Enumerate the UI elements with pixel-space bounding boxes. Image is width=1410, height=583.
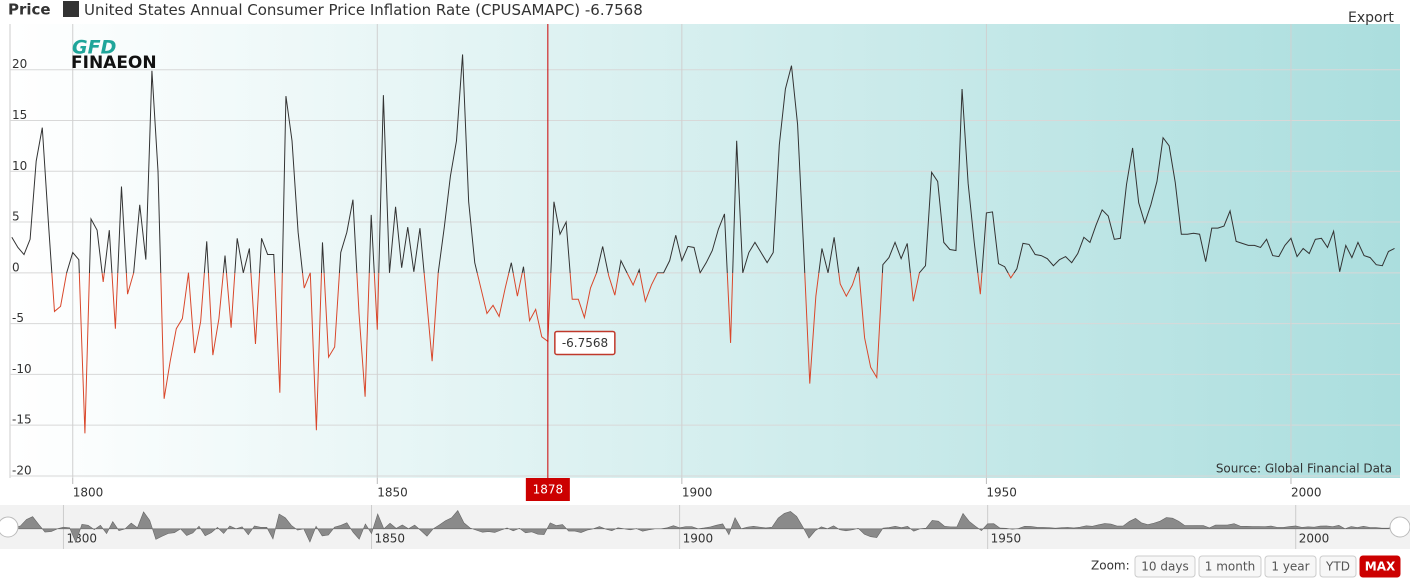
x-tick-label: 1800: [73, 486, 104, 500]
current-value: -6.7568: [585, 1, 643, 19]
navigator-tick-label: 1850: [375, 532, 406, 546]
y-tick-label: -10: [12, 362, 32, 376]
y-tick-label: 0: [12, 260, 20, 274]
zoom-button-label[interactable]: YTD: [1325, 560, 1350, 574]
grid: -20 -15 -10 -5 0 5 10 15 20 1800 1800 1850 1850 1900 1…: [10, 24, 1400, 549]
navigator-tick-label: 1800: [66, 532, 97, 546]
x-tick-label: 2000: [1291, 486, 1322, 500]
zoom-button[interactable]: [1198, 555, 1262, 578]
zoom-button-label[interactable]: MAX: [1365, 560, 1396, 574]
x-tick-label: 1900: [682, 486, 713, 500]
navigator-handle[interactable]: [0, 516, 19, 538]
y-tick-label: 15: [12, 108, 27, 122]
navigator-tick-label: 2000: [1299, 532, 1330, 546]
y-tick-label: -20: [12, 463, 32, 477]
navigator-tick-label: 1900: [683, 532, 714, 546]
zoom-button-label[interactable]: 10 days: [1141, 560, 1188, 574]
y-tick-label: -5: [12, 311, 24, 325]
plot-background: [10, 24, 1400, 478]
zoom-button[interactable]: [1134, 555, 1196, 578]
zoom-button[interactable]: [1319, 555, 1357, 578]
y-tick-label: 10: [12, 159, 27, 173]
zoom-button-label[interactable]: 1 year: [1271, 560, 1309, 574]
crosshair-group: 1878 -6.7568: [525, 24, 616, 501]
navigator-area: [1, 510, 1401, 544]
chart-title: United States Annual Consumer Price Infl…: [84, 1, 643, 19]
crosshair-label-box: [525, 478, 570, 501]
zoom-button[interactable]: [1359, 555, 1401, 578]
zoom-button[interactable]: [1264, 555, 1317, 578]
navigator-handle[interactable]: [1389, 516, 1410, 538]
zoom-button-label[interactable]: 1 month: [1205, 560, 1255, 574]
y-tick-label: -15: [12, 413, 32, 427]
price-label: Price: [8, 1, 51, 19]
y-tick-label: 5: [12, 210, 20, 224]
marks: [0, 54, 1410, 544]
series-line: [11, 54, 1395, 434]
x-tick-label: 1950: [986, 486, 1017, 500]
zoom-label: Zoom:: [1091, 559, 1130, 573]
y-tick-label: 20: [12, 57, 27, 71]
logo-top: GFD: [72, 37, 116, 59]
zoom-buttons: 10 days 1 month 1 year YTD MAX: [1134, 555, 1401, 578]
crosshair-label: 1878: [533, 483, 564, 497]
legend-swatch: [63, 1, 79, 17]
tooltip-value: -6.7568: [562, 336, 608, 350]
series-name: United States Annual Consumer Price Infl…: [84, 1, 580, 19]
tooltip-box: [554, 330, 616, 356]
logo-bottom: FINAEON: [71, 53, 157, 73]
export-button[interactable]: Export: [1348, 10, 1394, 26]
x-tick-label: 1850: [377, 486, 408, 500]
source-note: Source: Global Financial Data: [1216, 462, 1392, 476]
navigator-tick-label: 1950: [991, 532, 1022, 546]
